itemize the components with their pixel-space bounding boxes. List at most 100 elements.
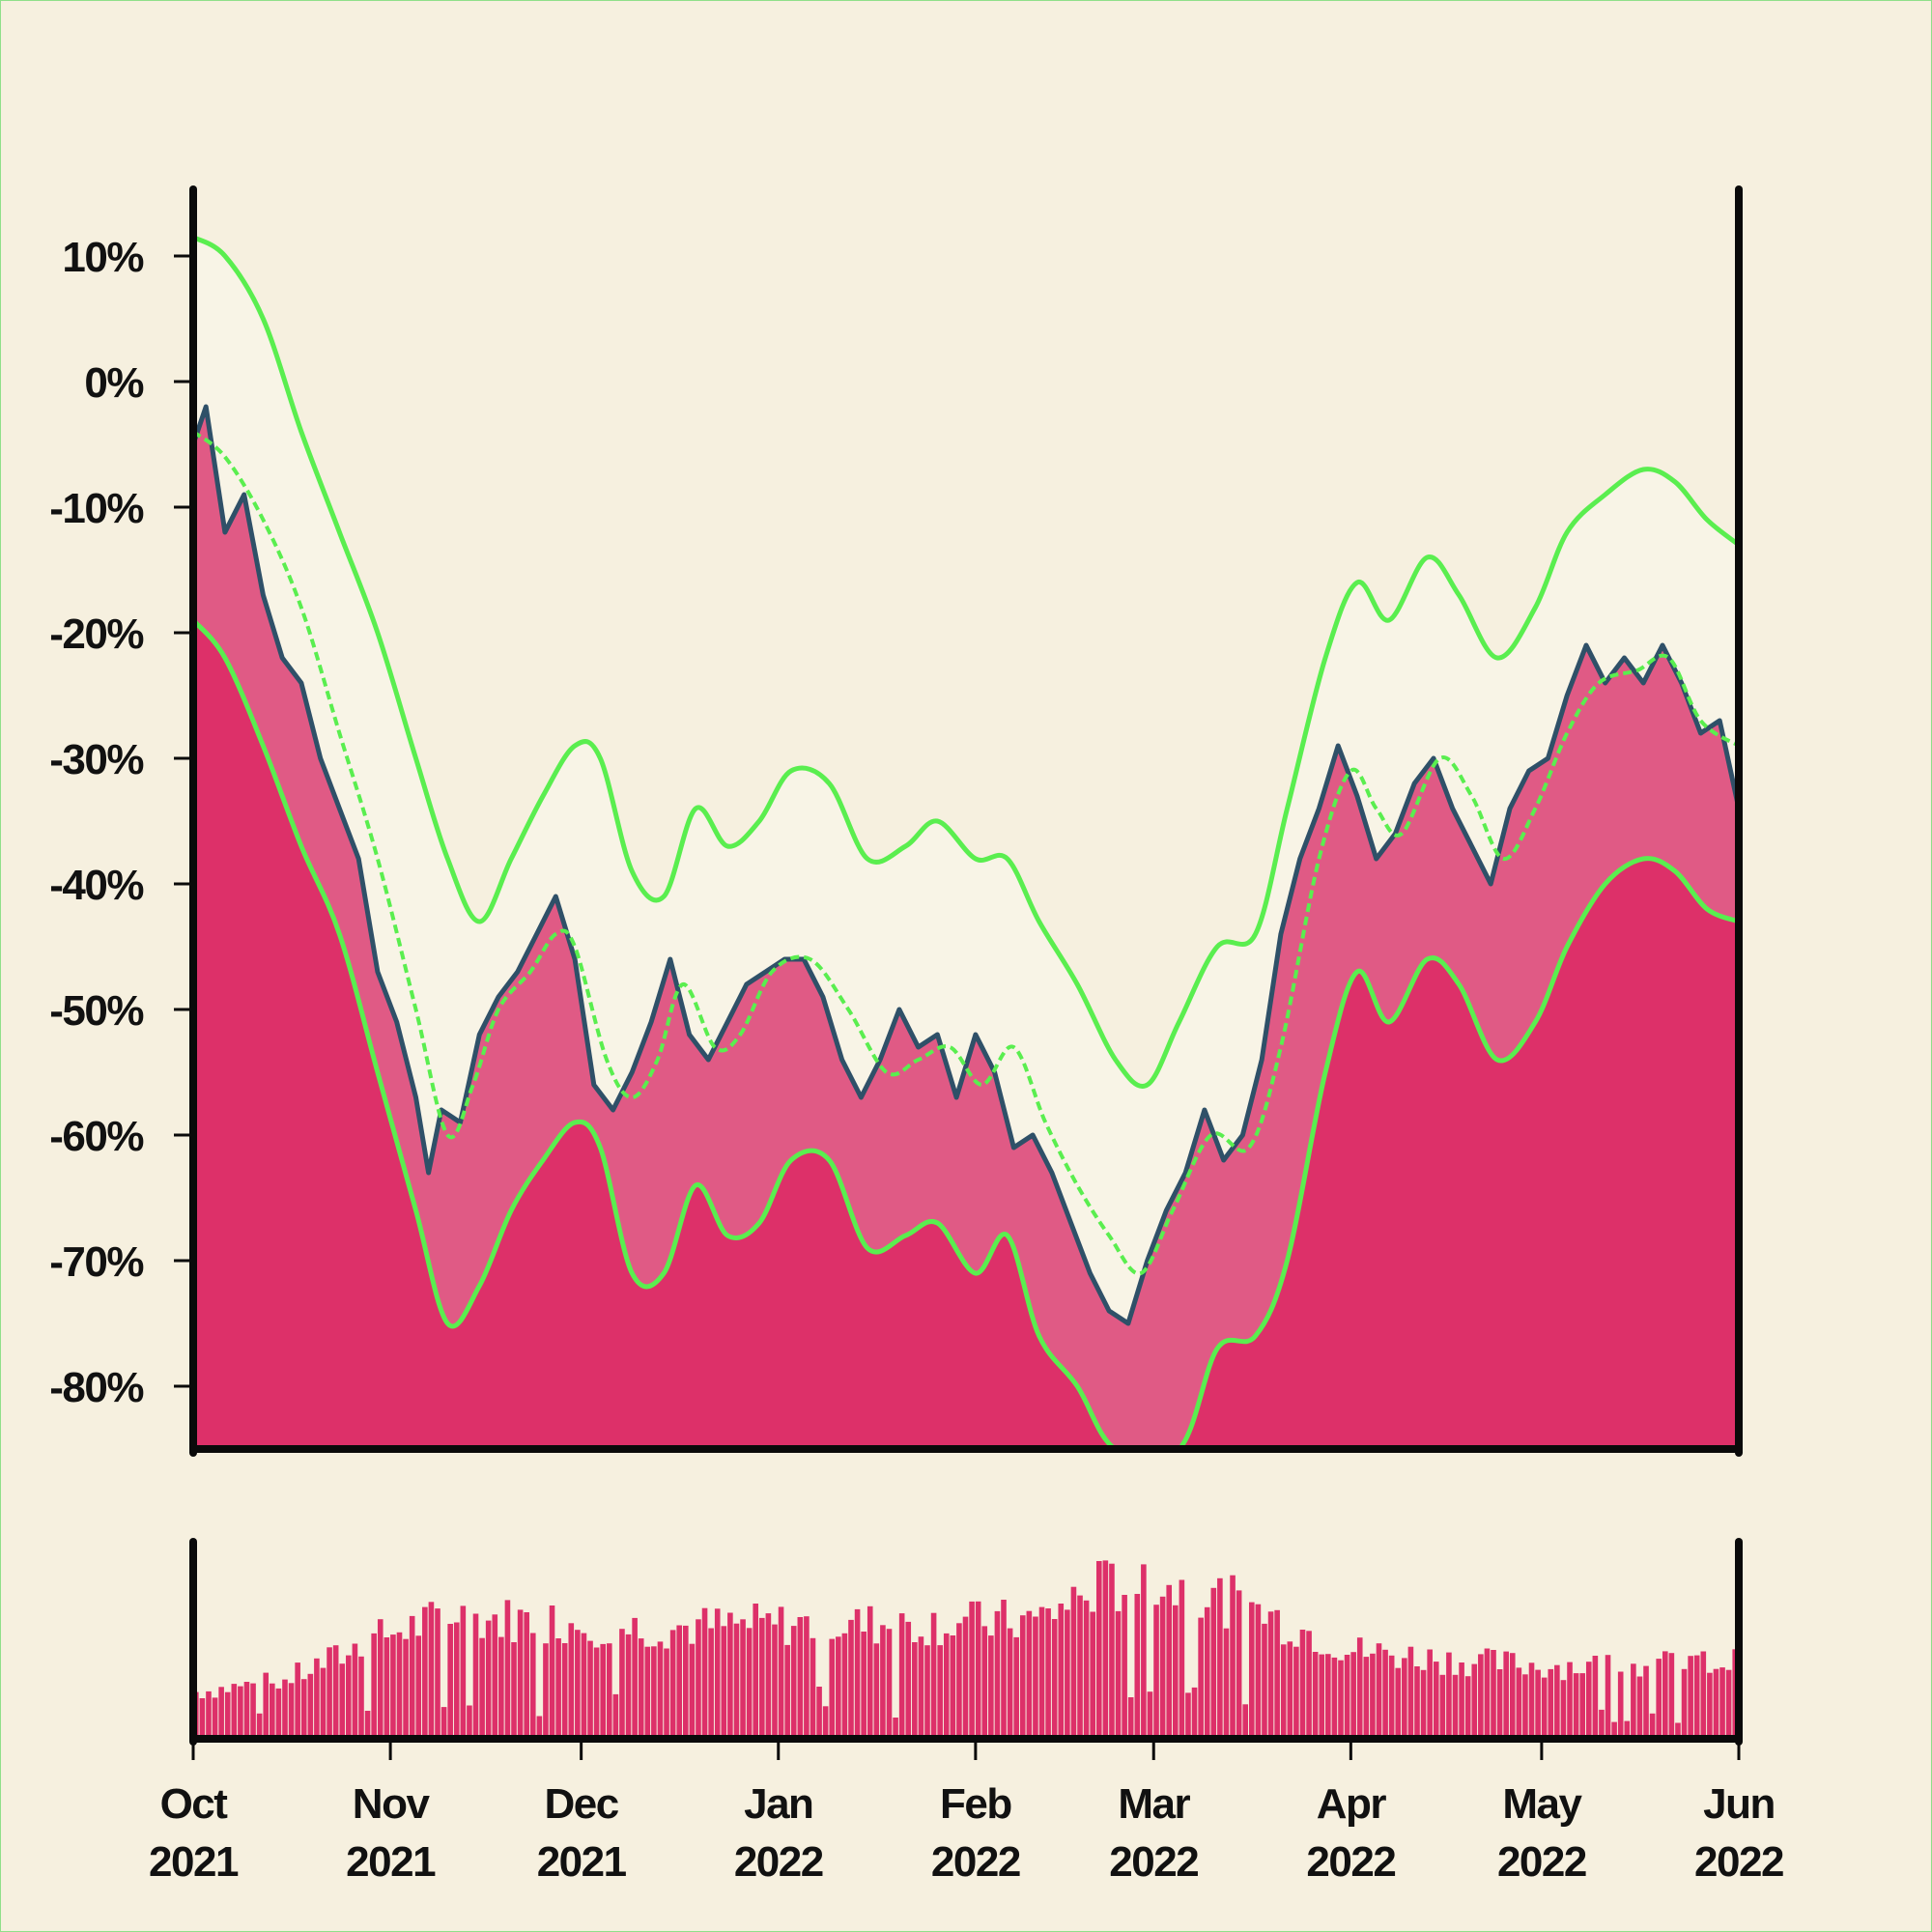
- volume-bar: [346, 1655, 352, 1737]
- volume-bar: [1662, 1651, 1668, 1737]
- x-tick-month: Apr: [1317, 1780, 1387, 1828]
- volume-bar: [1141, 1564, 1147, 1737]
- volume-bar: [1363, 1657, 1370, 1737]
- volume-bar: [1274, 1609, 1280, 1737]
- volume-bar: [1134, 1594, 1141, 1737]
- volume-bar: [504, 1600, 511, 1737]
- volume-bar: [1643, 1665, 1649, 1737]
- volume-bar: [918, 1636, 924, 1737]
- volume-bar: [1636, 1676, 1643, 1737]
- volume-bar: [409, 1615, 415, 1737]
- volume-bar: [733, 1623, 740, 1737]
- volume-bar: [727, 1612, 733, 1737]
- volume-bar: [1230, 1575, 1236, 1737]
- price-line: [193, 404, 1739, 1326]
- volume-bar: [1388, 1655, 1395, 1737]
- volume-bar: [256, 1713, 263, 1737]
- volume-bar: [403, 1638, 409, 1737]
- volume-bar: [371, 1633, 377, 1737]
- moving-average-line: [193, 430, 1739, 1276]
- volume-bar: [651, 1646, 657, 1737]
- volume-bar: [1319, 1654, 1325, 1737]
- volume-bar: [1293, 1646, 1299, 1737]
- volume-bar: [1267, 1611, 1274, 1737]
- volume-bar: [1051, 1619, 1058, 1737]
- volume-bar: [581, 1633, 587, 1737]
- volume-bar: [981, 1626, 988, 1737]
- volume-bar: [1496, 1669, 1503, 1737]
- volume-bar: [1478, 1654, 1484, 1737]
- y-tick-label: -30%: [49, 736, 143, 783]
- volume-bar: [994, 1610, 1001, 1737]
- volume-bar: [797, 1617, 804, 1737]
- volume-bar: [1656, 1659, 1662, 1737]
- volume-bar: [524, 1612, 529, 1737]
- axes: [174, 185, 1743, 1760]
- volume-bar: [1109, 1563, 1115, 1737]
- volume-bar: [1325, 1654, 1331, 1737]
- volume-bar: [836, 1636, 841, 1737]
- x-tick-year: 2021: [149, 1838, 239, 1886]
- volume-bar: [790, 1626, 797, 1737]
- x-tick-month: Nov: [353, 1780, 431, 1828]
- volume-bar: [1147, 1691, 1153, 1737]
- volume-bar: [275, 1688, 282, 1737]
- volume-bar: [1491, 1650, 1496, 1737]
- volume-bar: [1242, 1704, 1249, 1737]
- volume-bar: [358, 1656, 364, 1737]
- volume-bar: [638, 1638, 644, 1737]
- volume-bar: [1236, 1590, 1242, 1737]
- volume-bar: [1439, 1674, 1446, 1737]
- volume-bar: [1331, 1657, 1338, 1737]
- volume-bar: [288, 1683, 295, 1737]
- volume-bar: [1592, 1656, 1599, 1737]
- volume-bar: [1624, 1720, 1631, 1737]
- volume-bar: [396, 1632, 403, 1737]
- volume-bar: [467, 1705, 472, 1737]
- volume-bar: [320, 1667, 327, 1737]
- volume-bar: [1649, 1713, 1656, 1737]
- volume-bar: [1356, 1637, 1363, 1737]
- volume-bar: [1287, 1641, 1293, 1737]
- volume-bar: [1471, 1663, 1478, 1737]
- volume-bar: [422, 1606, 428, 1737]
- volume-bar: [1509, 1653, 1516, 1737]
- volume-bar: [243, 1682, 250, 1737]
- volume-bar: [479, 1637, 485, 1737]
- volume-bar: [772, 1624, 778, 1737]
- volume-bar: [555, 1638, 561, 1737]
- volume-bar: [472, 1613, 479, 1737]
- volume-bar: [453, 1622, 460, 1737]
- volume-bar: [1095, 1561, 1102, 1737]
- x-tick-month: May: [1502, 1780, 1582, 1828]
- volume-bar: [1033, 1616, 1038, 1737]
- volume-bar: [1599, 1709, 1605, 1737]
- volume-bar: [314, 1658, 320, 1737]
- volume-bar: [1605, 1655, 1611, 1737]
- volume-bar: [606, 1643, 612, 1737]
- y-tick-label: -80%: [49, 1364, 143, 1411]
- volume-bar: [415, 1635, 422, 1737]
- volume-bar: [1065, 1609, 1070, 1737]
- volume-bar: [943, 1633, 950, 1737]
- y-tick-label: 0%: [84, 359, 143, 407]
- volume-bar: [1522, 1674, 1528, 1737]
- volume-bar: [1541, 1677, 1548, 1737]
- lower-band-line: [193, 618, 1739, 1449]
- volume-bar: [1675, 1722, 1681, 1737]
- volume-bar: [1299, 1630, 1306, 1737]
- volume-bar: [829, 1638, 836, 1737]
- volume-bar: [816, 1687, 822, 1737]
- volume-bar: [1198, 1617, 1204, 1737]
- volume-bar: [1280, 1644, 1287, 1737]
- volume-bar: [1554, 1664, 1560, 1737]
- volume-bar: [765, 1613, 772, 1737]
- x-tick-month: Feb: [940, 1780, 1011, 1828]
- volume-bar: [1204, 1606, 1210, 1737]
- volume-bar: [536, 1716, 543, 1737]
- volume-bar: [1122, 1595, 1127, 1737]
- volume-bar: [218, 1687, 224, 1737]
- volume-bar: [962, 1616, 969, 1737]
- volume-bar: [1611, 1721, 1617, 1737]
- volume-bar: [231, 1684, 238, 1737]
